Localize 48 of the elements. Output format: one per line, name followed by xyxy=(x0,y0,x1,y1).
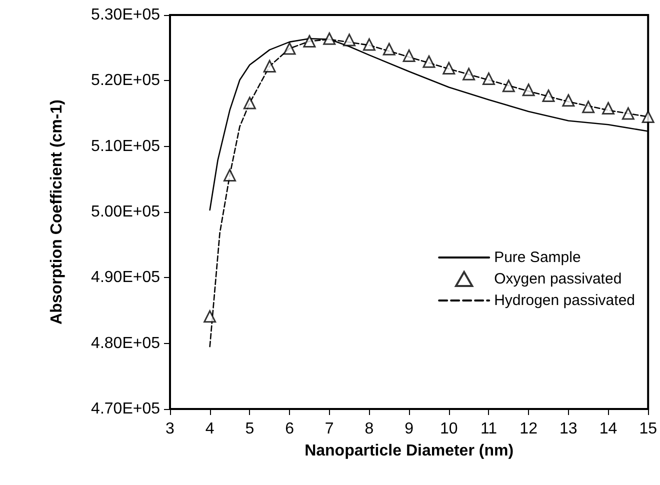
point xyxy=(622,107,634,120)
point xyxy=(502,80,515,92)
point xyxy=(204,310,216,323)
point xyxy=(283,42,296,55)
point xyxy=(442,62,456,74)
x-tick-label: 14 xyxy=(599,420,618,438)
y-tick-label: 5.10E+05 xyxy=(91,138,160,155)
point xyxy=(482,72,495,85)
point xyxy=(422,55,436,68)
x-tick-label: 5 xyxy=(245,420,254,438)
legend-label: Hydrogen passivated xyxy=(494,292,636,309)
x-tick-label: 13 xyxy=(560,420,578,438)
point xyxy=(343,34,356,46)
y-tick-label: 4.90E+05 xyxy=(91,269,160,286)
y-tick-label: 5.30E+05 xyxy=(91,6,160,24)
point xyxy=(462,68,476,80)
point xyxy=(263,60,276,72)
point xyxy=(224,168,236,182)
y-axis-title: Absorption Coefficient (cm-1) xyxy=(48,100,66,324)
legend-label: Oxygen passivated xyxy=(494,270,622,288)
x-tick-label: 15 xyxy=(639,420,658,438)
point xyxy=(602,102,615,114)
x-tick-label: 12 xyxy=(520,420,538,438)
x-tick-label: 10 xyxy=(440,420,458,438)
point xyxy=(362,38,376,51)
point xyxy=(562,94,575,107)
y-tick-label: 5.20E+05 xyxy=(91,72,160,90)
point xyxy=(522,84,535,96)
x-tick-label: 11 xyxy=(480,420,498,438)
x-axis-title: Nanoparticle Diameter (nm) xyxy=(304,442,514,460)
point xyxy=(582,100,595,114)
x-tick-label: 3 xyxy=(166,420,175,438)
point xyxy=(243,96,256,110)
y-tick-label: 4.70E+05 xyxy=(91,400,160,418)
point xyxy=(303,35,316,48)
x-tick-label: 9 xyxy=(404,420,414,438)
y-tick-label: 5.00E+05 xyxy=(91,204,160,220)
point xyxy=(642,110,654,124)
point xyxy=(402,49,416,62)
point xyxy=(382,42,396,56)
x-tick-label: 6 xyxy=(285,420,294,438)
y-tick-label: 4.80E+05 xyxy=(91,334,160,352)
x-tick-label: 7 xyxy=(324,420,334,438)
x-tick-label: 4 xyxy=(205,420,214,438)
x-tick-label: 8 xyxy=(364,420,374,438)
legend-label: Pure Sample xyxy=(494,249,581,266)
point xyxy=(323,32,336,45)
point xyxy=(542,90,555,102)
